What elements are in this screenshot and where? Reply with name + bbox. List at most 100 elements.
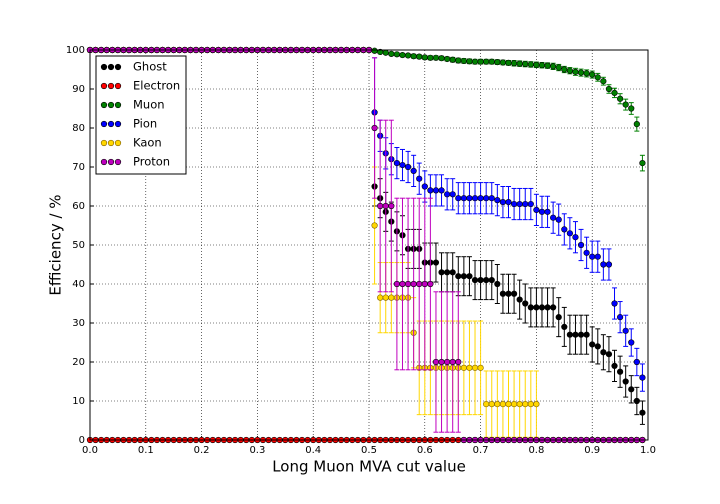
data-point	[494, 58, 501, 66]
data-point	[483, 401, 490, 408]
data-point	[404, 52, 412, 59]
data-point	[460, 57, 467, 65]
data-point	[616, 314, 624, 321]
data-point	[533, 61, 540, 68]
data-point	[572, 68, 579, 75]
x-tick-label: 0.4	[305, 445, 321, 456]
data-point	[444, 191, 451, 198]
data-point	[377, 202, 384, 210]
data-point	[622, 101, 629, 108]
legend-marker	[100, 63, 108, 71]
data-point	[388, 50, 395, 58]
data-point	[611, 362, 618, 370]
data-point	[633, 358, 640, 366]
data-point	[510, 290, 518, 297]
data-point	[477, 195, 484, 202]
data-point	[594, 253, 601, 260]
data-point	[399, 280, 406, 288]
legend-marker	[114, 139, 122, 147]
legend-marker	[100, 101, 108, 109]
data-point	[566, 331, 573, 338]
data-point	[600, 261, 607, 268]
data-point	[499, 199, 507, 206]
data-point	[371, 124, 378, 132]
data-point	[393, 51, 401, 58]
data-point	[527, 304, 534, 311]
data-point	[432, 54, 440, 61]
data-point	[432, 259, 440, 266]
legend-marker	[100, 82, 108, 90]
y-tick-label: 70	[72, 162, 85, 173]
data-point	[522, 401, 529, 408]
data-point	[416, 175, 423, 182]
data-point	[639, 409, 646, 416]
data-point	[449, 269, 456, 276]
data-point	[455, 195, 462, 202]
data-point	[455, 358, 462, 366]
data-point	[577, 69, 585, 76]
data-point	[516, 60, 523, 67]
legend-text: Ghost	[133, 60, 167, 74]
data-point	[550, 214, 557, 221]
legend-marker	[107, 120, 115, 128]
data-point	[600, 78, 607, 85]
data-point	[639, 160, 646, 167]
data-point	[566, 67, 573, 74]
data-point	[628, 105, 635, 112]
data-point	[533, 206, 540, 213]
data-point	[538, 304, 546, 311]
data-point	[455, 273, 462, 280]
legend-marker	[107, 158, 115, 166]
data-point	[628, 386, 635, 393]
data-point	[510, 60, 518, 67]
data-point	[611, 300, 618, 307]
legend-marker	[100, 139, 108, 147]
data-point	[477, 58, 484, 65]
plot-frame	[89, 49, 649, 441]
y-tick-label: 30	[72, 318, 85, 329]
data-point	[444, 55, 451, 63]
x-tick-label: 0.9	[584, 445, 600, 456]
data-point	[432, 187, 440, 194]
data-point	[410, 280, 417, 288]
data-point	[377, 294, 384, 301]
data-point	[388, 294, 395, 301]
data-point	[505, 401, 512, 408]
data-point	[455, 57, 462, 64]
data-point	[516, 200, 523, 208]
data-point	[522, 60, 529, 68]
data-point	[466, 195, 473, 202]
data-point	[393, 160, 401, 167]
data-point	[544, 304, 551, 311]
data-point	[438, 187, 445, 194]
data-point	[561, 323, 568, 331]
data-point	[522, 200, 529, 208]
data-point	[427, 187, 434, 194]
data-point	[499, 401, 507, 408]
x-tick-label: 0.0	[82, 445, 98, 456]
data-point	[505, 199, 512, 206]
data-point	[432, 358, 440, 366]
x-tick-label: 0.1	[138, 445, 154, 456]
data-point	[460, 364, 467, 371]
data-point	[600, 349, 607, 356]
data-point	[371, 222, 378, 229]
legend-text: Pion	[133, 117, 157, 131]
data-point	[561, 226, 568, 233]
data-point	[427, 280, 434, 288]
legend-marker	[114, 158, 122, 166]
data-point	[533, 304, 540, 311]
legend-marker	[100, 158, 108, 166]
data-point	[382, 202, 389, 210]
data-point	[404, 163, 412, 171]
data-point	[510, 401, 518, 408]
x-tick-label: 1.0	[640, 445, 656, 456]
data-point	[589, 253, 596, 260]
data-point	[499, 59, 507, 66]
data-point	[404, 280, 412, 288]
data-point	[410, 167, 417, 174]
data-point	[444, 358, 451, 366]
legend-marker	[107, 139, 115, 147]
data-point	[628, 339, 635, 346]
